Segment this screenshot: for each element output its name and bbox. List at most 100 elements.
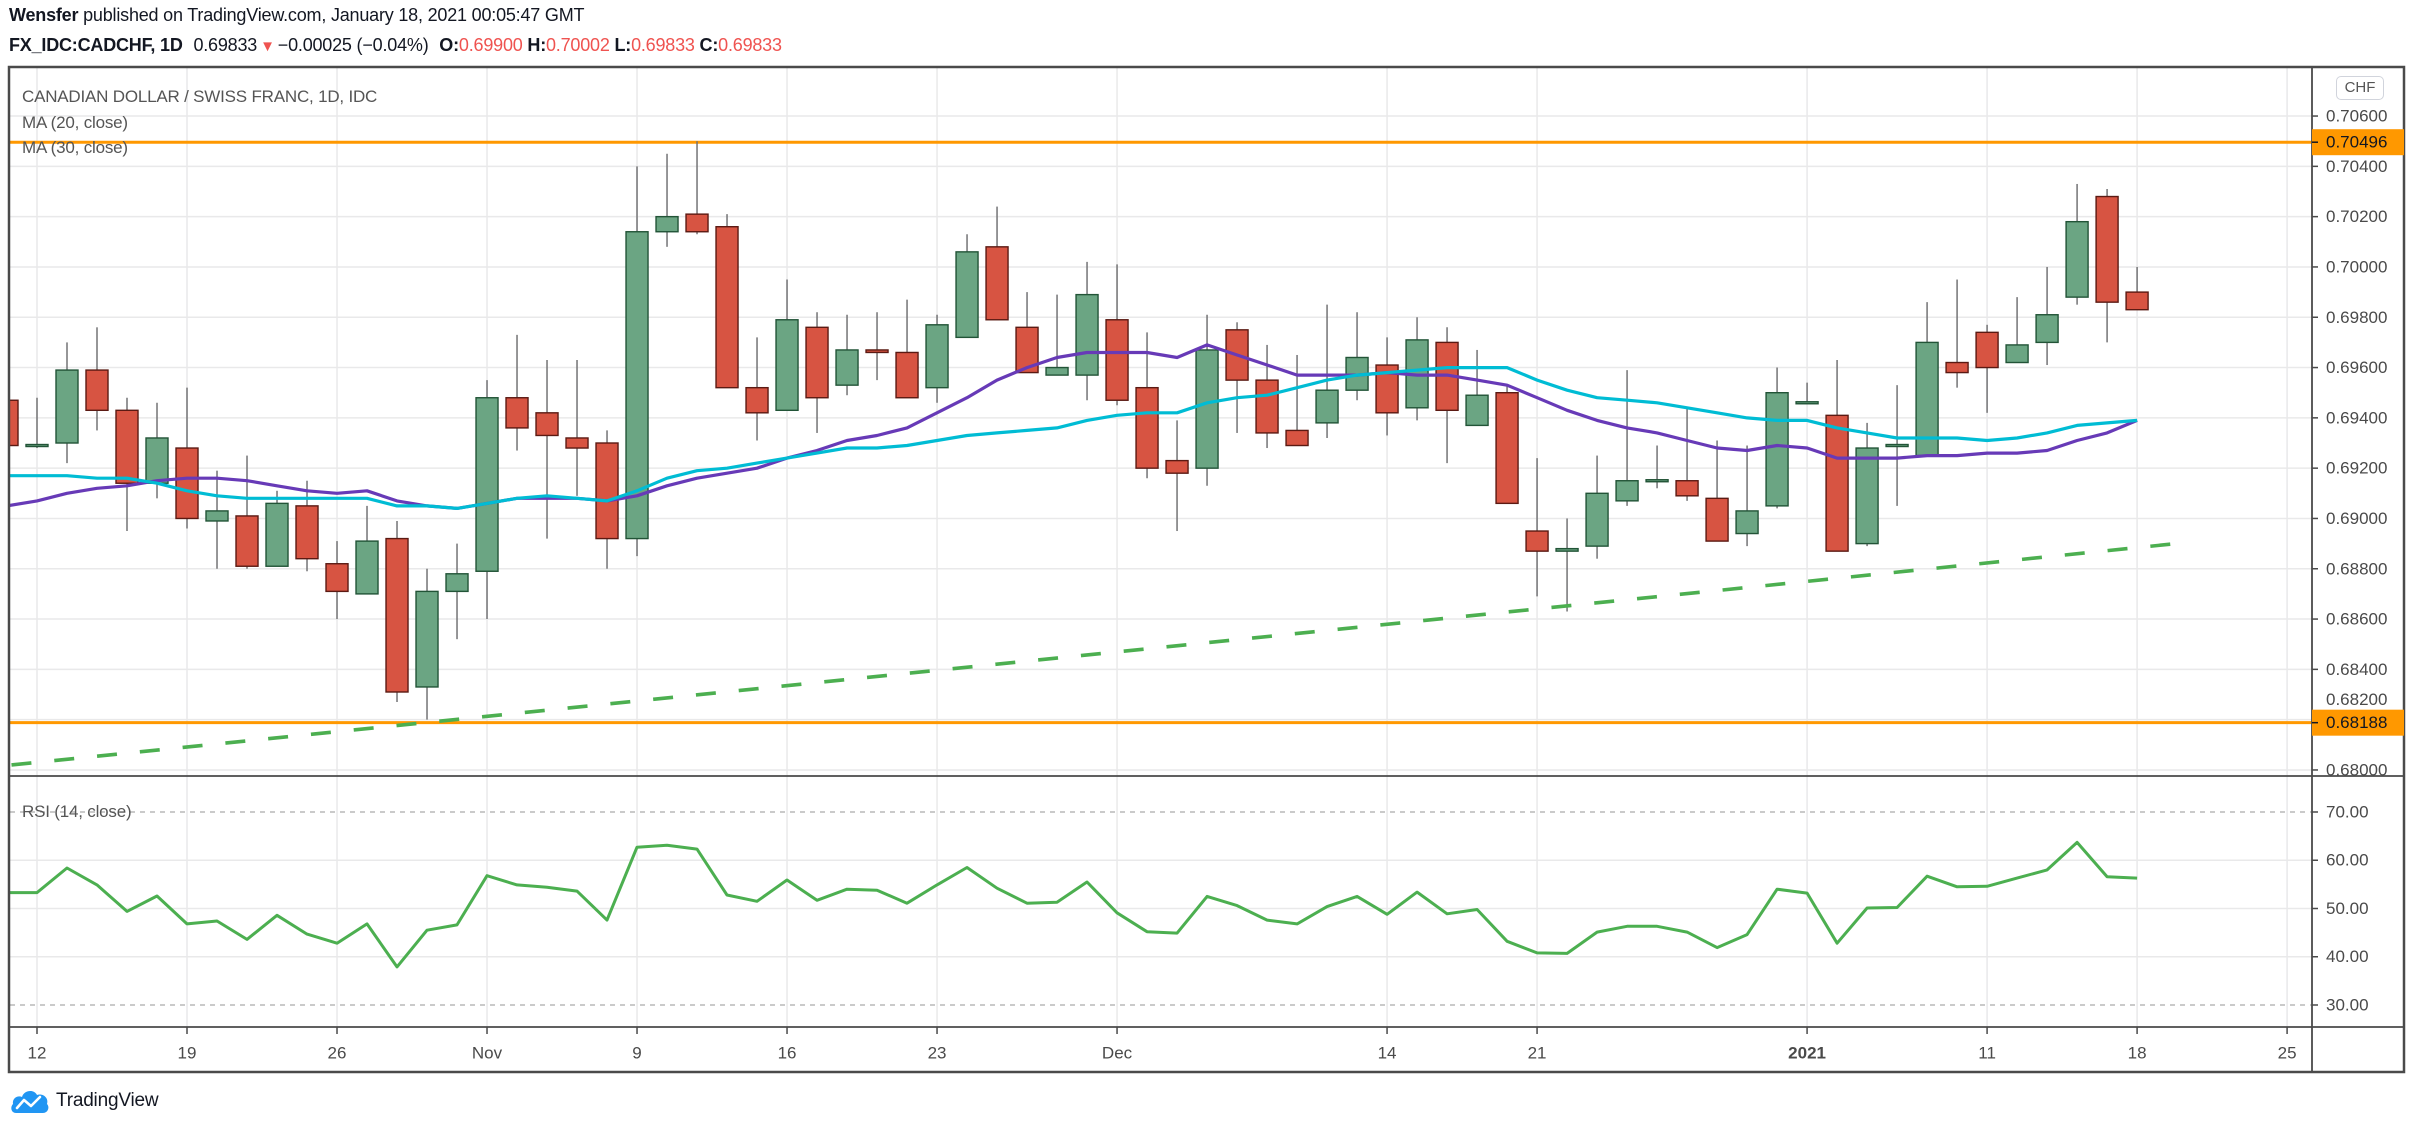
high-label: H: — [527, 35, 546, 55]
candle[interactable] — [1675, 407, 1699, 501]
candle[interactable] — [2125, 266, 2149, 311]
candle[interactable] — [1195, 314, 1219, 486]
candle[interactable] — [265, 490, 289, 567]
candle[interactable] — [295, 480, 319, 572]
candle-body-down — [1975, 331, 1999, 369]
time-axis-label: 9 — [632, 1044, 641, 1063]
candle-body-down — [1285, 429, 1309, 447]
candle-body-up — [925, 324, 949, 389]
candle[interactable] — [805, 312, 829, 433]
candle[interactable] — [1885, 385, 1909, 506]
candle[interactable] — [505, 334, 529, 451]
candle[interactable] — [2035, 266, 2059, 366]
rsi-axis-label: 60.00 — [2326, 851, 2369, 870]
candle-body-down — [895, 351, 919, 399]
candle[interactable] — [1945, 279, 1969, 388]
candle[interactable] — [1465, 349, 1489, 427]
open-label: O: — [439, 35, 459, 55]
candle[interactable] — [565, 360, 589, 496]
ma30-legend[interactable]: MA (30, close) — [22, 138, 128, 157]
candle[interactable] — [325, 541, 349, 620]
rsi-legend[interactable]: RSI (14, close) — [22, 802, 132, 821]
series-legend-title[interactable]: CANADIAN DOLLAR / SWISS FRANC, 1D, IDC — [22, 87, 378, 106]
price-axis-label: 0.68600 — [2326, 610, 2387, 629]
candle[interactable] — [1285, 354, 1309, 447]
candle[interactable] — [1705, 440, 1729, 542]
candle[interactable] — [1525, 458, 1549, 597]
candle[interactable] — [2095, 188, 2119, 343]
candle[interactable] — [895, 299, 919, 399]
candle[interactable] — [1165, 420, 1189, 532]
price-axis-label: 0.69200 — [2326, 459, 2387, 478]
candle[interactable] — [205, 470, 229, 569]
candle-body-down — [1495, 392, 1519, 505]
candle[interactable] — [55, 342, 79, 464]
candle[interactable] — [685, 141, 709, 235]
candle[interactable] — [85, 327, 109, 431]
level-price-label: 0.68188 — [2326, 713, 2387, 732]
candle[interactable] — [385, 520, 409, 703]
candle[interactable] — [1105, 264, 1129, 406]
candle[interactable] — [1375, 337, 1399, 436]
candle[interactable] — [1825, 360, 1849, 552]
footer-brand[interactable]: TradingView — [10, 1086, 159, 1116]
candle[interactable] — [355, 505, 379, 595]
price-axis-label: 0.69600 — [2326, 358, 2387, 377]
candle[interactable] — [445, 543, 469, 640]
candle-body-up — [955, 251, 979, 339]
rsi-clipped — [10, 840, 2138, 969]
dashed-trendline[interactable] — [11, 541, 2177, 767]
close-label: C: — [699, 35, 719, 55]
candle[interactable] — [1795, 382, 1819, 405]
candle-body-down — [115, 409, 139, 484]
ma20-legend[interactable]: MA (20, close) — [22, 113, 128, 132]
candle[interactable] — [475, 380, 499, 620]
candle[interactable] — [775, 279, 799, 412]
candle[interactable] — [1225, 322, 1249, 433]
candle[interactable] — [925, 314, 949, 403]
currency-button[interactable]: CHF — [2336, 76, 2384, 100]
candle[interactable] — [1975, 324, 1999, 413]
candle[interactable] — [1855, 422, 1879, 547]
candle[interactable] — [2005, 297, 2029, 364]
candle[interactable] — [985, 206, 1009, 321]
candle[interactable] — [955, 234, 979, 339]
candle[interactable] — [1075, 261, 1099, 401]
candle[interactable] — [25, 397, 49, 449]
candle[interactable] — [1615, 370, 1639, 506]
candle[interactable] — [1045, 294, 1069, 376]
candle[interactable] — [1555, 518, 1579, 612]
candle[interactable] — [1015, 292, 1039, 374]
candle[interactable] — [835, 314, 859, 396]
candle[interactable] — [1345, 312, 1369, 401]
candle-body-down — [865, 349, 889, 354]
candle[interactable] — [2065, 183, 2089, 305]
candle[interactable] — [1435, 327, 1459, 464]
candle[interactable] — [655, 153, 679, 247]
candle[interactable] — [1645, 445, 1669, 489]
candle[interactable] — [115, 397, 139, 532]
candle-body-down — [295, 505, 319, 560]
last-price: 0.69833 — [193, 35, 258, 55]
candle[interactable] — [1585, 455, 1609, 559]
candle[interactable] — [1495, 385, 1519, 505]
candle[interactable] — [715, 214, 739, 389]
candle[interactable] — [1915, 302, 1939, 457]
candle[interactable] — [745, 337, 769, 441]
candle[interactable] — [535, 360, 559, 539]
candle[interactable] — [415, 568, 439, 720]
candle[interactable] — [235, 455, 259, 569]
candle[interactable] — [0, 393, 19, 447]
time-axis-label: 18 — [2128, 1044, 2147, 1063]
publisher-name[interactable]: Wensfer — [9, 5, 79, 25]
candle-body-down — [745, 386, 769, 414]
candle[interactable] — [1135, 332, 1159, 479]
publish-info: Wensfer published on TradingView.com, Ja… — [9, 4, 585, 26]
candle-body-down — [1255, 379, 1279, 434]
candle[interactable] — [1315, 304, 1339, 438]
candle[interactable] — [865, 312, 889, 381]
candle[interactable] — [175, 387, 199, 529]
candle[interactable] — [1735, 445, 1759, 547]
candle[interactable] — [1765, 367, 1789, 509]
